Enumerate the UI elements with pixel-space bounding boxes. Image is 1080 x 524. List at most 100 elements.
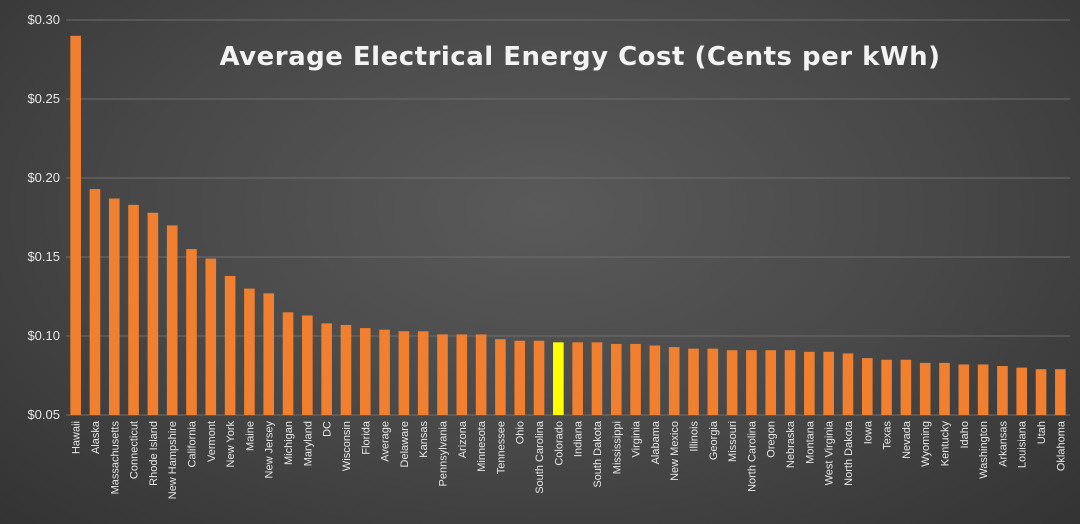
x-tick-label: Georgia <box>708 420 720 460</box>
x-axis-tick-labels: Hawaii Alaska Massachusetts Connecticut Rhod… <box>71 420 1068 499</box>
x-tick-label: Wisconsin <box>341 421 353 471</box>
bar <box>958 364 970 415</box>
x-tick-label: New Hampshire <box>167 421 179 499</box>
x-tick-label: Maine <box>244 421 256 451</box>
x-tick-label: Nevada <box>901 420 913 459</box>
x-tick-label: Michigan <box>283 421 295 465</box>
bar <box>668 347 680 415</box>
bar <box>649 345 661 415</box>
y-tick-label: $0.05 <box>27 407 60 422</box>
y-tick-label: $0.25 <box>27 91 60 106</box>
x-tick-label: Nebraska <box>785 420 797 468</box>
x-tick-label: California <box>187 420 199 467</box>
bar <box>881 359 892 415</box>
bar <box>746 350 757 415</box>
bar <box>186 249 197 415</box>
bar <box>282 312 294 415</box>
y-tick-label: $0.30 <box>27 12 60 27</box>
bar <box>823 351 834 415</box>
bar <box>108 198 120 415</box>
bar <box>340 324 352 415</box>
bar <box>359 328 371 415</box>
x-tick-label: DC <box>322 421 334 437</box>
x-tick-label: Alaska <box>90 420 102 454</box>
x-tick-label: Delaware <box>399 421 411 467</box>
x-tick-label: Mississippi <box>611 421 623 474</box>
x-tick-label: New York <box>225 421 237 468</box>
bars <box>70 35 1066 416</box>
x-tick-label: Illinois <box>689 421 701 452</box>
bar <box>70 35 81 416</box>
chart-title: Average Electrical Energy Cost (Cents pe… <box>219 42 940 72</box>
x-tick-label: Kentucky <box>940 421 952 467</box>
x-tick-label: Colorado <box>553 421 565 466</box>
x-tick-label: New Jersey <box>264 421 276 479</box>
x-tick-label: South Dakota <box>592 420 604 488</box>
bar <box>977 364 989 415</box>
bar <box>765 350 777 415</box>
x-tick-label: Average <box>380 421 392 462</box>
bar <box>939 362 950 415</box>
x-tick-label: Connecticut <box>129 421 141 479</box>
x-tick-label: Vermont <box>206 421 218 462</box>
x-tick-label: Texas <box>882 421 894 450</box>
bar <box>417 331 429 415</box>
bar <box>533 340 545 415</box>
bar <box>784 350 796 415</box>
bar <box>861 358 873 415</box>
bar <box>572 342 583 415</box>
x-tick-label: Oklahoma <box>1055 420 1067 471</box>
x-tick-label: Pennsylvania <box>438 420 450 486</box>
bar <box>726 350 738 415</box>
x-tick-label: Missouri <box>727 421 739 462</box>
x-tick-label: Arizona <box>457 420 469 458</box>
bar <box>1035 369 1047 415</box>
bar <box>1016 367 1028 415</box>
x-tick-label: West Virginia <box>824 420 836 485</box>
x-tick-label: Hawaii <box>71 421 83 454</box>
bar <box>591 342 603 415</box>
x-tick-label: New Mexico <box>669 421 681 481</box>
bar <box>997 366 1008 415</box>
x-tick-label: Arkansas <box>997 421 1009 467</box>
x-tick-label: Idaho <box>959 421 971 449</box>
x-tick-label: Oregon <box>766 421 778 458</box>
bar <box>437 334 448 415</box>
x-tick-label: Massachusetts <box>109 421 121 495</box>
y-tick-label: $0.15 <box>27 249 60 264</box>
bar <box>900 359 912 415</box>
bar <box>89 189 101 415</box>
bar <box>321 323 332 415</box>
bar <box>1055 369 1066 415</box>
x-tick-label: Rhode Island <box>148 421 160 486</box>
bar <box>495 339 506 415</box>
x-tick-label: Iowa <box>862 420 874 444</box>
x-tick-label: Maryland <box>302 421 314 466</box>
x-tick-label: Montana <box>804 420 816 464</box>
bar <box>128 204 139 415</box>
bar <box>514 340 526 415</box>
bar <box>553 342 564 415</box>
x-tick-label: Minnesota <box>476 420 488 472</box>
bar <box>398 331 410 415</box>
bar <box>244 288 255 415</box>
bar <box>166 225 178 415</box>
x-tick-label: Tennessee <box>495 421 507 474</box>
x-tick-label: Kansas <box>418 421 430 458</box>
bar <box>630 343 641 415</box>
y-tick-label: $0.10 <box>27 328 60 343</box>
bar <box>919 362 931 415</box>
x-tick-label: South Carolina <box>534 420 546 494</box>
x-tick-label: Ohio <box>515 421 527 444</box>
bar <box>804 351 815 415</box>
bar <box>147 212 159 415</box>
bar <box>379 329 390 415</box>
bar <box>205 258 217 415</box>
x-tick-label: Utah <box>1036 421 1048 444</box>
bar <box>302 315 313 415</box>
bar <box>688 348 699 415</box>
bar <box>610 343 622 415</box>
x-tick-label: Florida <box>360 420 372 455</box>
x-tick-label: Indiana <box>573 420 585 457</box>
bar <box>707 348 719 415</box>
